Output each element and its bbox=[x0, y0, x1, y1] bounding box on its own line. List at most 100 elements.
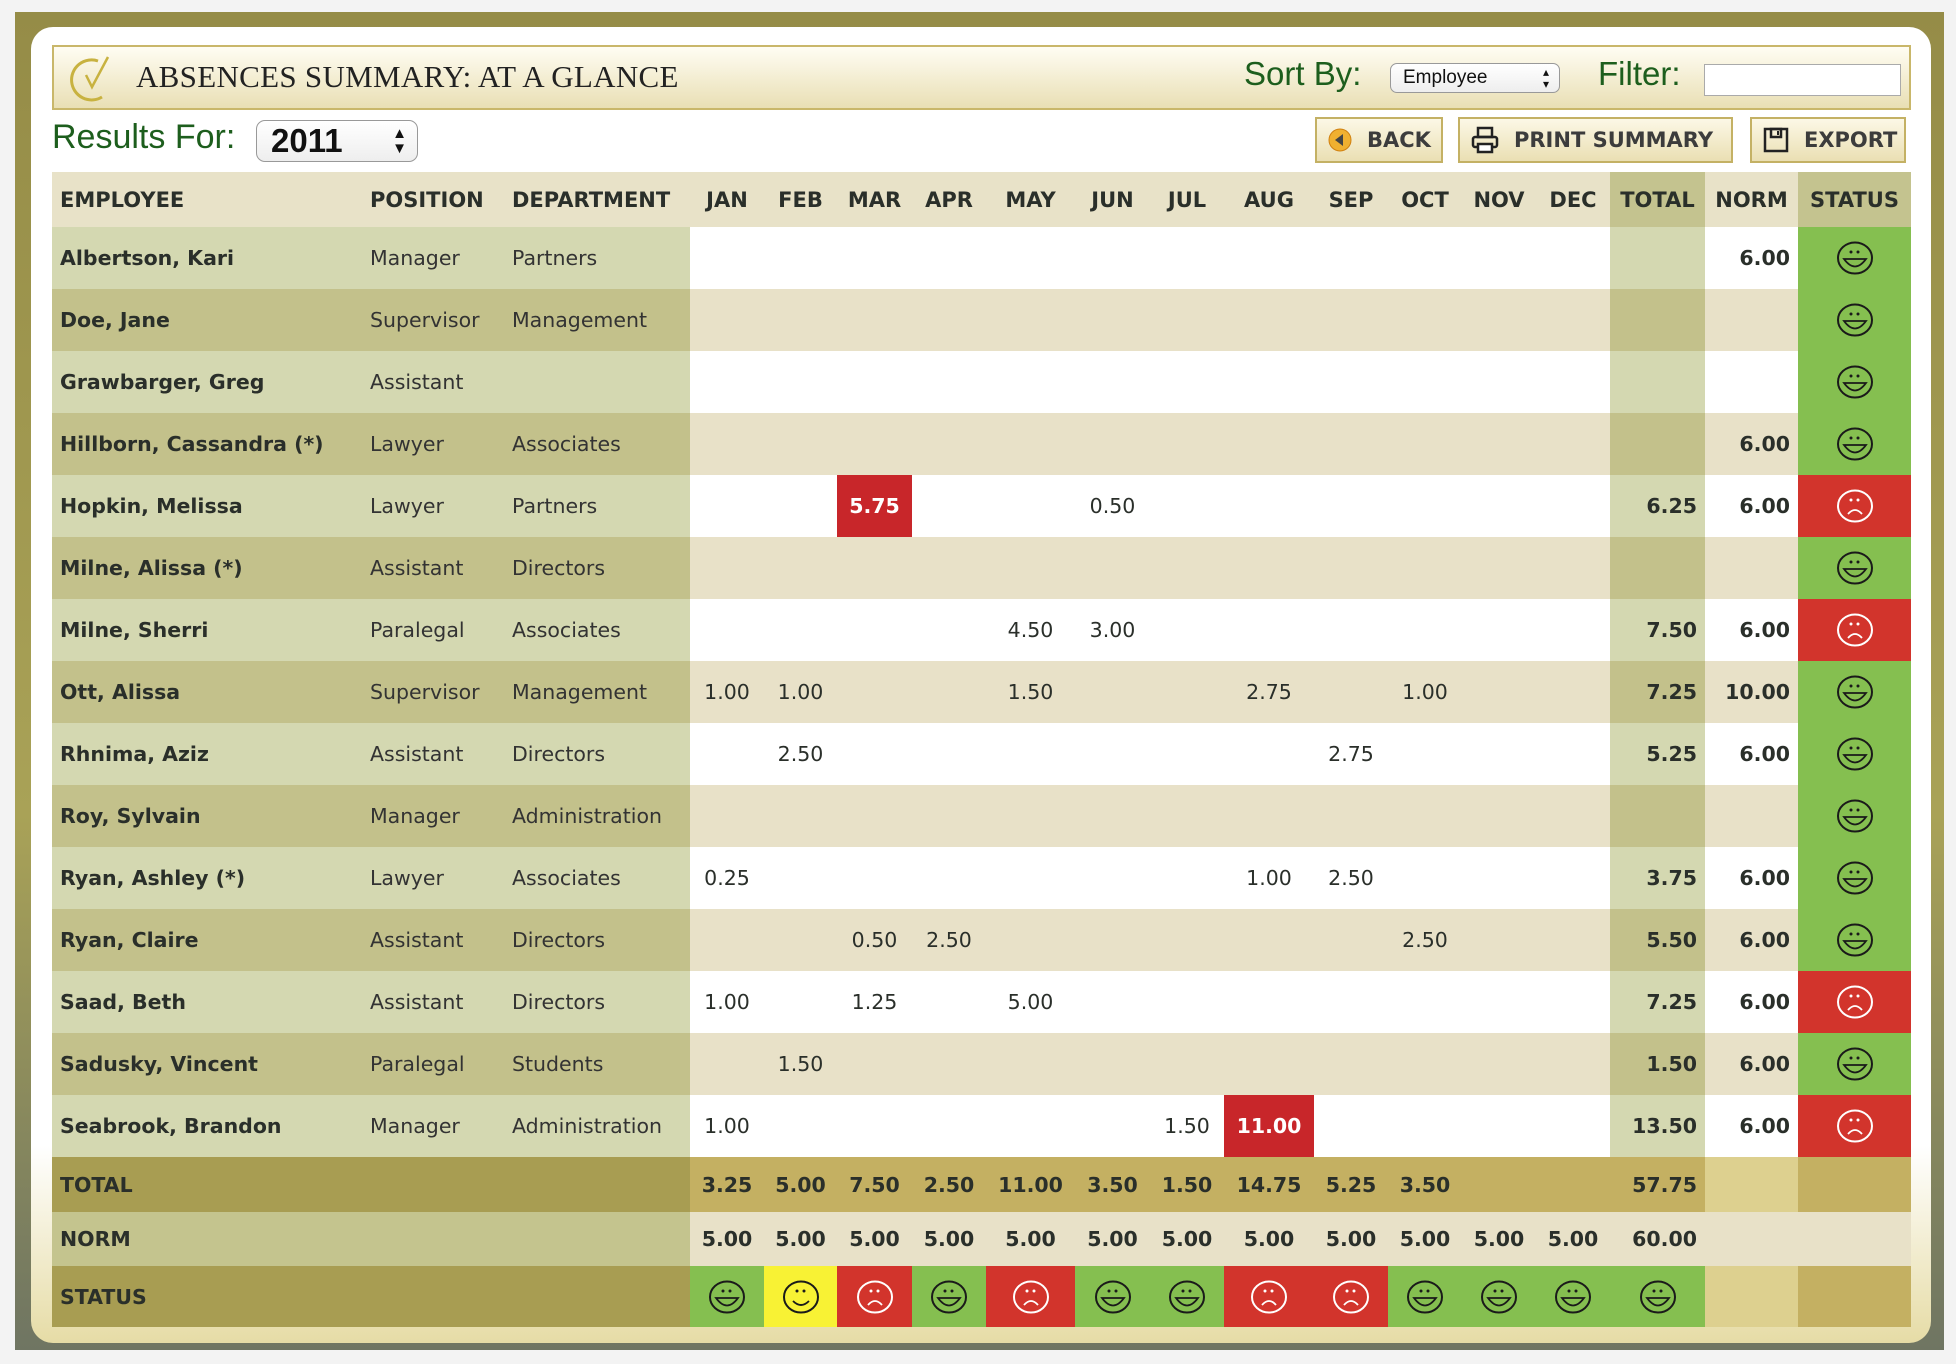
employee-name[interactable]: Doe, Jane bbox=[52, 289, 362, 351]
employee-name[interactable]: Roy, Sylvain bbox=[52, 785, 362, 847]
month-cell-sep bbox=[1314, 475, 1388, 537]
position-cell: Supervisor bbox=[362, 289, 504, 351]
table-row[interactable]: Ryan, Claire Assistant Directors 0.50 2.50 2.… bbox=[52, 909, 1911, 971]
column-header-mar[interactable]: MAR bbox=[837, 172, 912, 227]
column-header-status[interactable]: STATUS bbox=[1798, 172, 1911, 227]
sort-by-select[interactable]: Employee ▴ ▾ bbox=[1390, 63, 1560, 93]
month-cell-sep bbox=[1314, 1095, 1388, 1157]
column-header-total[interactable]: TOTAL bbox=[1610, 172, 1705, 227]
month-cell-apr bbox=[912, 475, 986, 537]
status-cell bbox=[1798, 971, 1911, 1033]
employee-name[interactable]: Ryan, Claire bbox=[52, 909, 362, 971]
status-month-oct bbox=[1388, 1266, 1462, 1327]
column-header-feb[interactable]: FEB bbox=[764, 172, 837, 227]
happy-face-icon bbox=[1407, 1280, 1443, 1313]
column-header-sep[interactable]: SEP bbox=[1314, 172, 1388, 227]
month-cell-jul bbox=[1150, 227, 1224, 289]
month-cell-apr bbox=[912, 1095, 986, 1157]
print-summary-button[interactable]: PRINT SUMMARY bbox=[1458, 117, 1733, 163]
year-select[interactable]: 2011 ▲ ▼ bbox=[256, 120, 418, 162]
status-cell bbox=[1798, 289, 1911, 351]
position-cell: Lawyer bbox=[362, 475, 504, 537]
month-cell-feb bbox=[764, 847, 837, 909]
month-cell-may bbox=[986, 537, 1075, 599]
employee-name[interactable]: Seabrook, Brandon bbox=[52, 1095, 362, 1157]
column-header-apr[interactable]: APR bbox=[912, 172, 986, 227]
empty-cell bbox=[1705, 1212, 1798, 1266]
employee-name[interactable]: Ryan, Ashley (*) bbox=[52, 847, 362, 909]
table-row[interactable]: Sadusky, Vincent Paralegal Students 1.50 1.5… bbox=[52, 1033, 1911, 1095]
month-cell-nov bbox=[1462, 785, 1536, 847]
department-cell: Administration bbox=[504, 785, 690, 847]
total-month-feb: 5.00 bbox=[764, 1157, 837, 1212]
table-row[interactable]: Rhnima, Aziz Assistant Directors 2.50 2.75 5.… bbox=[52, 723, 1911, 785]
employee-name[interactable]: Rhnima, Aziz bbox=[52, 723, 362, 785]
employee-name[interactable]: Milne, Alissa (*) bbox=[52, 537, 362, 599]
total-cell bbox=[1610, 351, 1705, 413]
month-cell-dec bbox=[1536, 1095, 1610, 1157]
employee-name[interactable]: Sadusky, Vincent bbox=[52, 1033, 362, 1095]
column-header-dec[interactable]: DEC bbox=[1536, 172, 1610, 227]
column-header-jul[interactable]: JUL bbox=[1150, 172, 1224, 227]
employee-name[interactable]: Milne, Sherri bbox=[52, 599, 362, 661]
employee-name[interactable]: Ott, Alissa bbox=[52, 661, 362, 723]
total-cell: 5.50 bbox=[1610, 909, 1705, 971]
status-month-feb bbox=[764, 1266, 837, 1327]
table-row[interactable]: Grawbarger, Greg Assistant bbox=[52, 351, 1911, 413]
employee-name[interactable]: Hillborn, Cassandra (*) bbox=[52, 413, 362, 475]
norm-month-dec: 5.00 bbox=[1536, 1212, 1610, 1266]
happy-face-icon bbox=[1836, 923, 1873, 957]
table-row[interactable]: Saad, Beth Assistant Directors 1.00 1.25 5.00… bbox=[52, 971, 1911, 1033]
table-row[interactable]: Ryan, Ashley (*) Lawyer Associates 0.25 1.00… bbox=[52, 847, 1911, 909]
month-cell-sep bbox=[1314, 909, 1388, 971]
column-header-nov[interactable]: NOV bbox=[1462, 172, 1536, 227]
table-row[interactable]: Hillborn, Cassandra (*) Lawyer Associates 6… bbox=[52, 413, 1911, 475]
department-cell: Partners bbox=[504, 227, 690, 289]
column-header-position[interactable]: POSITION bbox=[362, 172, 504, 227]
employee-name[interactable]: Hopkin, Melissa bbox=[52, 475, 362, 537]
position-cell: Manager bbox=[362, 1095, 504, 1157]
column-header-department[interactable]: DEPARTMENT bbox=[504, 172, 690, 227]
month-cell-nov bbox=[1462, 847, 1536, 909]
column-header-may[interactable]: MAY bbox=[986, 172, 1075, 227]
table-row[interactable]: Doe, Jane Supervisor Management bbox=[52, 289, 1911, 351]
month-cell-oct bbox=[1388, 351, 1462, 413]
month-cell-may bbox=[986, 909, 1075, 971]
position-cell: Assistant bbox=[362, 909, 504, 971]
total-month-apr: 2.50 bbox=[912, 1157, 986, 1212]
position-cell: Manager bbox=[362, 785, 504, 847]
column-header-aug[interactable]: AUG bbox=[1224, 172, 1314, 227]
table-row[interactable]: Milne, Sherri Paralegal Associates 4.50 3.00… bbox=[52, 599, 1911, 661]
table-row[interactable]: Ott, Alissa Supervisor Management 1.00 1.00 1… bbox=[52, 661, 1911, 723]
month-cell-aug bbox=[1224, 351, 1314, 413]
table-row[interactable]: Roy, Sylvain Manager Administration bbox=[52, 785, 1911, 847]
print-summary-label: PRINT SUMMARY bbox=[1514, 128, 1714, 152]
happy-face-icon bbox=[1094, 1280, 1131, 1313]
column-header-jun[interactable]: JUN bbox=[1075, 172, 1150, 227]
table-row[interactable]: Albertson, Kari Manager Partners 6.00 bbox=[52, 227, 1911, 289]
column-header-employee[interactable]: EMPLOYEE bbox=[52, 172, 362, 227]
table-row[interactable]: Milne, Alissa (*) Assistant Directors bbox=[52, 537, 1911, 599]
month-cell-oct bbox=[1388, 537, 1462, 599]
column-header-jan[interactable]: JAN bbox=[690, 172, 764, 227]
month-cell-jun bbox=[1075, 785, 1150, 847]
month-cell-may bbox=[986, 1033, 1075, 1095]
filter-input[interactable] bbox=[1704, 64, 1901, 96]
month-cell-apr bbox=[912, 537, 986, 599]
month-cell-feb: 1.50 bbox=[764, 1033, 837, 1095]
month-cell-apr bbox=[912, 971, 986, 1033]
employee-name[interactable]: Saad, Beth bbox=[52, 971, 362, 1033]
table-row[interactable]: Hopkin, Melissa Lawyer Partners 5.75 0.50 6.2… bbox=[52, 475, 1911, 537]
table-row[interactable]: Seabrook, Brandon Manager Administration 1.… bbox=[52, 1095, 1911, 1157]
happy-face-icon bbox=[1836, 1047, 1873, 1081]
back-button[interactable]: BACK bbox=[1315, 117, 1443, 163]
empty-cell bbox=[1705, 1157, 1798, 1212]
column-header-oct[interactable]: OCT bbox=[1388, 172, 1462, 227]
export-button[interactable]: EXPORT bbox=[1750, 117, 1906, 163]
employee-name[interactable]: Grawbarger, Greg bbox=[52, 351, 362, 413]
employee-name[interactable]: Albertson, Kari bbox=[52, 227, 362, 289]
status-month-jan bbox=[690, 1266, 764, 1327]
month-cell-apr bbox=[912, 413, 986, 475]
column-header-norm[interactable]: NORM bbox=[1705, 172, 1798, 227]
month-cell-jul bbox=[1150, 723, 1224, 785]
